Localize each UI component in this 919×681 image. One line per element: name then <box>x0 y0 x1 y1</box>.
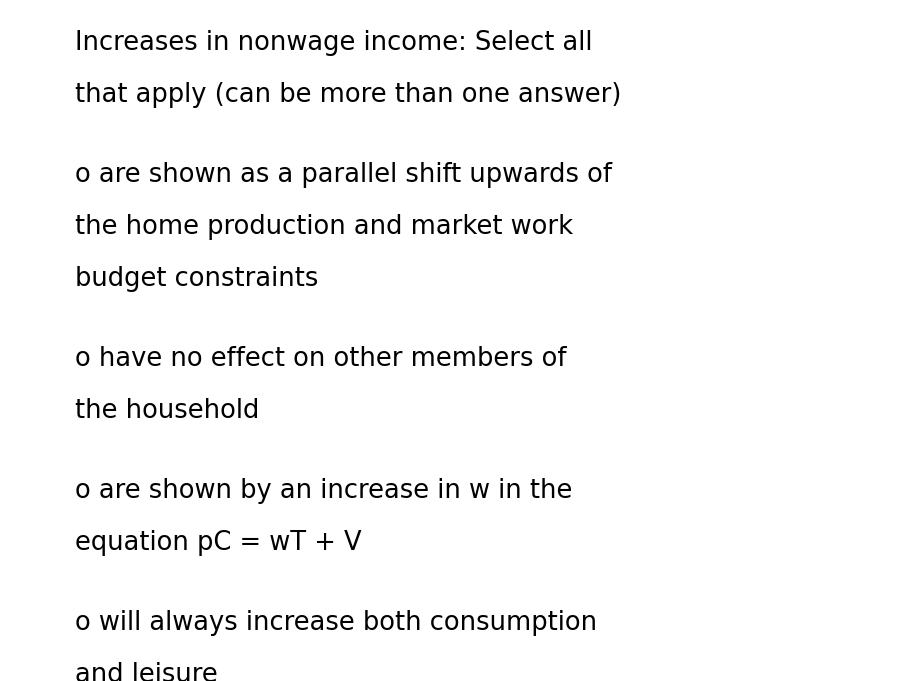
Text: o have no effect on other members of: o have no effect on other members of <box>75 346 566 372</box>
Text: budget constraints: budget constraints <box>75 266 318 292</box>
Text: o are shown by an increase in w in the: o are shown by an increase in w in the <box>75 478 572 504</box>
Text: o will always increase both consumption: o will always increase both consumption <box>75 610 596 636</box>
Text: Increases in nonwage income: Select all: Increases in nonwage income: Select all <box>75 30 592 56</box>
Text: equation pC = wT + V: equation pC = wT + V <box>75 530 361 556</box>
Text: and leisure: and leisure <box>75 662 218 681</box>
Text: o are shown as a parallel shift upwards of: o are shown as a parallel shift upwards … <box>75 162 611 188</box>
Text: the household: the household <box>75 398 259 424</box>
Text: that apply (can be more than one answer): that apply (can be more than one answer) <box>75 82 620 108</box>
Text: the home production and market work: the home production and market work <box>75 214 573 240</box>
